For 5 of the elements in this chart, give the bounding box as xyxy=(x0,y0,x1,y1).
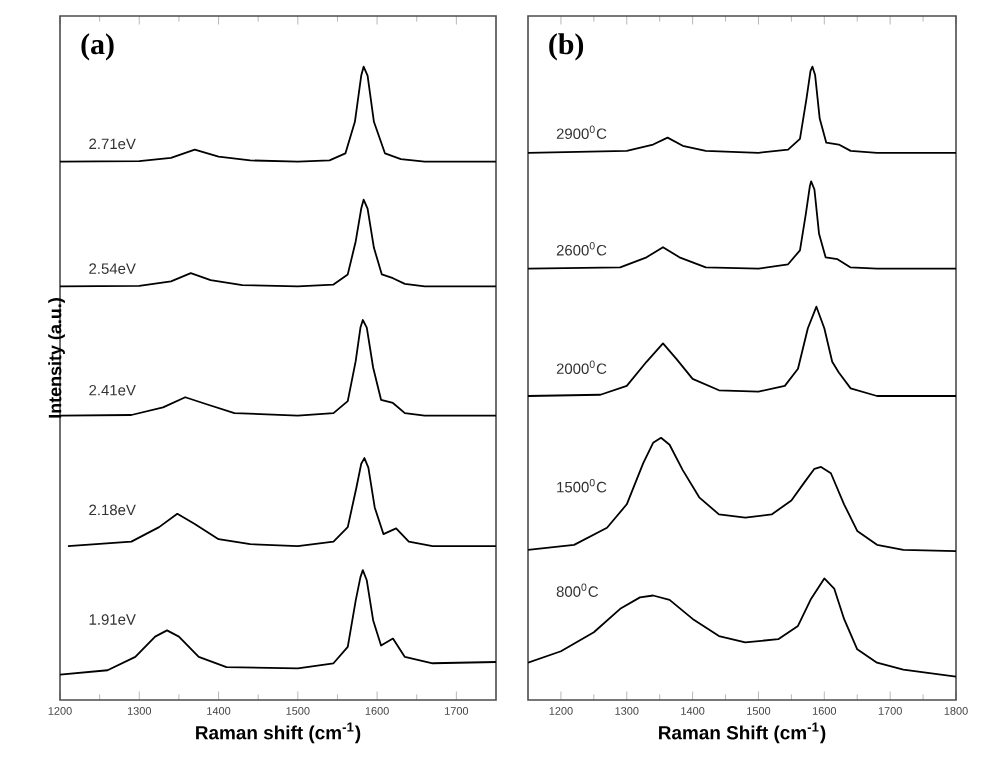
x-axis-title: Raman shift (cm$^{-1}$) xyxy=(196,722,361,744)
text: (a) xyxy=(81,33,114,61)
text: (b) xyxy=(549,33,584,61)
x-axis-title: Raman Shift (cm$^{-1}$) xyxy=(659,722,826,744)
y-axis-title: Intensity (a.u.) xyxy=(48,298,65,418)
